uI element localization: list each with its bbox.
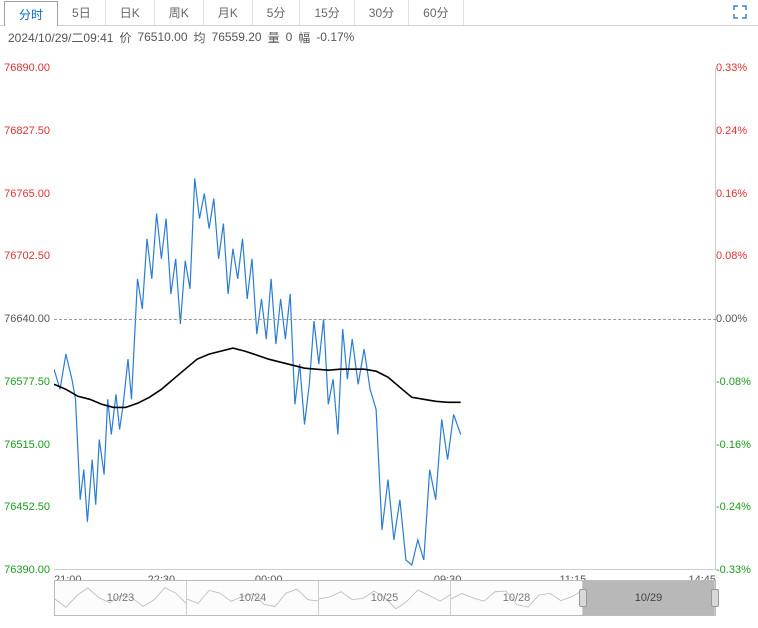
chart-info-bar: 2024/10/29/二09:41 价 76510.00 均 76559.20 …: [0, 26, 758, 48]
info-avg-label: 均: [194, 29, 206, 46]
ytick-right: -0.16%: [716, 439, 751, 451]
nav-cell-10/25[interactable]: 10/25: [319, 581, 451, 615]
ytick-right: 0.24%: [716, 125, 747, 137]
info-vol: 0: [286, 30, 293, 44]
nav-handle-right[interactable]: [711, 589, 719, 607]
ytick-left: 76640.00: [4, 313, 50, 325]
ytick-right: -0.24%: [716, 501, 751, 513]
info-vol-label: 量: [268, 29, 280, 46]
tab-月K[interactable]: 月K: [204, 0, 253, 25]
nav-cell-10/28[interactable]: 10/28: [451, 581, 583, 615]
tab-15分[interactable]: 15分: [300, 0, 354, 25]
expand-icon[interactable]: [722, 0, 758, 25]
ytick-right: 0.16%: [716, 188, 747, 200]
ytick-right: 0.00%: [716, 313, 747, 325]
info-avg: 76559.20: [212, 30, 262, 44]
info-chg: -0.17%: [316, 30, 354, 44]
nav-cell-10/29[interactable]: 10/29: [583, 581, 715, 615]
ytick-left: 76515.00: [4, 439, 50, 451]
y-axis-left: 76890.0076827.5076765.0076702.5076640.00…: [0, 68, 52, 570]
tab-5分[interactable]: 5分: [253, 0, 301, 25]
nav-cell-10/23[interactable]: 10/23: [55, 581, 187, 615]
date-navigator[interactable]: 10/2310/2410/2510/2810/29: [54, 580, 716, 616]
ytick-left: 76577.50: [4, 376, 50, 388]
nav-cell-10/24[interactable]: 10/24: [187, 581, 319, 615]
ytick-right: -0.33%: [716, 564, 751, 576]
info-price-label: 价: [119, 29, 131, 46]
tab-分时[interactable]: 分时: [4, 1, 58, 26]
zero-line: [54, 319, 716, 320]
info-chg-label: 幅: [298, 29, 310, 46]
tab-日K[interactable]: 日K: [106, 0, 155, 25]
ytick-right: -0.08%: [716, 376, 751, 388]
tab-30分[interactable]: 30分: [355, 0, 409, 25]
ytick-right: 0.33%: [716, 62, 747, 74]
tab-60分[interactable]: 60分: [409, 0, 463, 25]
ytick-left: 76890.00: [4, 62, 50, 74]
ytick-left: 76827.50: [4, 125, 50, 137]
tab-5日[interactable]: 5日: [58, 0, 106, 25]
ytick-left: 76702.50: [4, 250, 50, 262]
price-line: [54, 178, 461, 565]
ytick-left: 76452.50: [4, 501, 50, 513]
ytick-right: 0.08%: [716, 250, 747, 262]
nav-handle-left[interactable]: [579, 589, 587, 607]
info-price: 76510.00: [137, 30, 187, 44]
price-chart[interactable]: 76890.00 76827.50 76765.00 76702.50 76640.00…: [0, 48, 758, 576]
ytick-left: 76390.00: [4, 564, 50, 576]
ytick-left: 76765.00: [4, 188, 50, 200]
info-datetime: 2024/10/29/二09:41: [8, 29, 113, 46]
timeframe-tab-bar: 分时5日日K周K月K5分15分30分60分: [0, 0, 758, 26]
y-axis-right: 0.33%0.24%0.16%0.08%0.00%-0.08%-0.16%-0.…: [714, 68, 758, 570]
tab-周K[interactable]: 周K: [155, 0, 204, 25]
